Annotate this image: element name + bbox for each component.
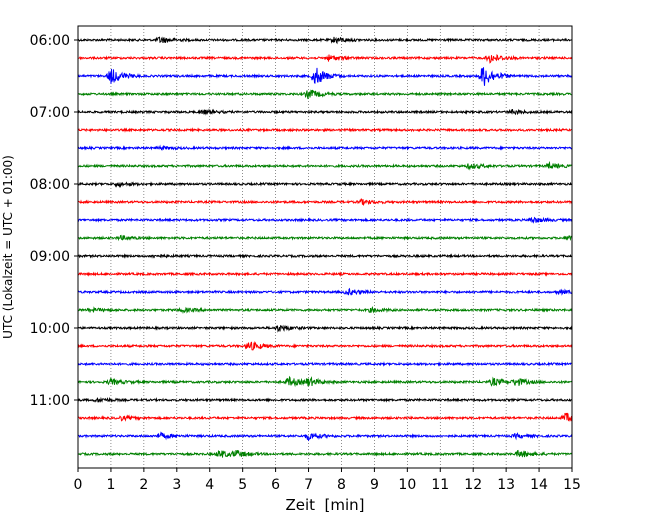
seismic-trace — [77, 234, 573, 242]
x-axis-label: Zeit [min] — [285, 496, 364, 514]
seismic-trace — [77, 127, 573, 133]
seismic-trace — [77, 252, 573, 259]
plot-frame — [77, 25, 573, 469]
seismic-trace — [77, 67, 573, 86]
y-tick-label: 11:00 — [30, 393, 70, 409]
seismic-trace — [77, 431, 573, 442]
x-tick-label: 5 — [238, 477, 247, 493]
y-axis-ticks: 06:00 07:00 08:00 09:00 10:00 11:00 — [30, 33, 78, 409]
y-tick-label: 06:00 — [30, 33, 70, 49]
seismic-trace — [77, 412, 573, 423]
seismic-traces — [77, 36, 573, 458]
seismic-trace — [77, 144, 573, 151]
x-tick-label: 12 — [464, 477, 482, 493]
seismic-trace — [77, 396, 573, 403]
seismic-trace — [77, 449, 573, 458]
x-tick-label: 10 — [398, 477, 416, 493]
y-tick-label: 09:00 — [30, 249, 70, 265]
seismic-trace — [77, 324, 573, 333]
seismic-trace — [77, 108, 573, 116]
x-tick-label: 11 — [431, 477, 449, 493]
seismic-trace — [77, 341, 573, 351]
seismic-trace — [77, 271, 573, 277]
y-axis-label: UTC (Lokalzeit = UTC + 01:00) — [1, 155, 15, 339]
x-tick-label: 7 — [304, 477, 313, 493]
seismic-trace — [77, 160, 573, 171]
grid-lines — [77, 26, 573, 468]
x-tick-label: 8 — [337, 477, 346, 493]
x-tick-label: 15 — [563, 477, 581, 493]
y-tick-label: 07:00 — [30, 105, 70, 121]
seismic-trace — [77, 287, 573, 296]
x-tick-label: 0 — [74, 477, 83, 493]
seismic-trace — [77, 305, 573, 314]
x-tick-label: 4 — [205, 477, 214, 493]
x-tick-label: 9 — [370, 477, 379, 493]
seismic-trace — [77, 375, 573, 388]
seismic-trace — [77, 361, 573, 367]
seismic-trace — [77, 89, 573, 100]
x-tick-label: 1 — [106, 477, 115, 493]
x-tick-label: 3 — [172, 477, 181, 493]
seismic-trace — [77, 198, 573, 207]
x-axis-ticks: 0 1 2 3 4 5 6 7 8 9 10 11 12 13 14 15 — [74, 468, 581, 493]
seismic-trace — [77, 181, 573, 189]
x-tick-label: 14 — [530, 477, 548, 493]
seismic-trace — [77, 216, 573, 224]
seismic-trace — [77, 36, 573, 45]
y-tick-label: 08:00 — [30, 177, 70, 193]
seismic-trace — [77, 54, 573, 64]
x-tick-label: 2 — [139, 477, 148, 493]
y-tick-label: 10:00 — [30, 321, 70, 337]
x-tick-label: 13 — [497, 477, 515, 493]
x-tick-label: 6 — [271, 477, 280, 493]
